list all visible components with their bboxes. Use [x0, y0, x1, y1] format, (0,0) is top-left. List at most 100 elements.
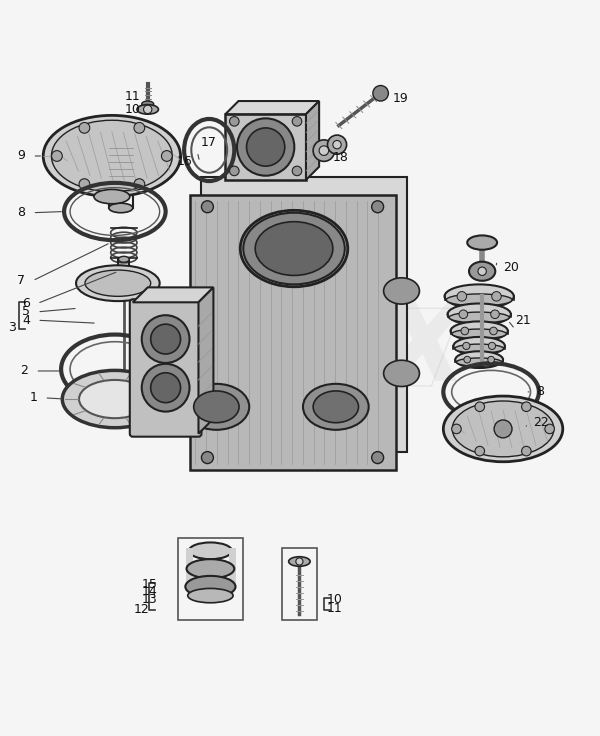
- Ellipse shape: [118, 272, 129, 278]
- Ellipse shape: [188, 589, 233, 603]
- Circle shape: [461, 327, 469, 335]
- Text: OPEX: OPEX: [131, 297, 469, 403]
- Ellipse shape: [313, 391, 359, 422]
- Text: 5: 5: [22, 305, 30, 319]
- Text: 2: 2: [20, 364, 28, 378]
- Bar: [282, 548, 317, 620]
- Text: 7: 7: [17, 275, 25, 287]
- Text: 17: 17: [200, 135, 217, 149]
- Circle shape: [521, 446, 531, 456]
- Ellipse shape: [457, 358, 502, 367]
- Circle shape: [296, 558, 303, 565]
- FancyBboxPatch shape: [130, 300, 202, 436]
- Text: 8: 8: [536, 386, 544, 398]
- Circle shape: [333, 141, 341, 149]
- Ellipse shape: [452, 401, 554, 457]
- Text: 4: 4: [22, 314, 30, 327]
- Polygon shape: [133, 287, 214, 302]
- Ellipse shape: [185, 576, 235, 598]
- Ellipse shape: [194, 391, 239, 422]
- Ellipse shape: [247, 128, 285, 166]
- Circle shape: [457, 291, 467, 301]
- Polygon shape: [226, 101, 319, 114]
- Ellipse shape: [454, 337, 505, 355]
- Ellipse shape: [448, 303, 511, 325]
- Ellipse shape: [455, 344, 503, 353]
- Circle shape: [79, 179, 90, 189]
- Circle shape: [202, 201, 214, 213]
- Text: 22: 22: [533, 417, 548, 429]
- Circle shape: [494, 420, 512, 438]
- Ellipse shape: [187, 559, 235, 578]
- Ellipse shape: [43, 116, 181, 197]
- FancyBboxPatch shape: [202, 177, 407, 452]
- Circle shape: [202, 452, 214, 464]
- Circle shape: [545, 424, 554, 434]
- Ellipse shape: [289, 556, 310, 566]
- Ellipse shape: [452, 329, 506, 339]
- Ellipse shape: [151, 324, 181, 354]
- Bar: [178, 537, 243, 620]
- Ellipse shape: [142, 315, 190, 363]
- Text: 16: 16: [177, 155, 193, 169]
- Text: 3: 3: [8, 322, 16, 334]
- Circle shape: [488, 342, 496, 350]
- Ellipse shape: [85, 270, 151, 297]
- Text: 13: 13: [142, 593, 158, 606]
- Circle shape: [492, 291, 501, 301]
- Ellipse shape: [303, 384, 368, 430]
- Circle shape: [134, 122, 145, 133]
- Ellipse shape: [94, 189, 130, 204]
- Ellipse shape: [118, 256, 129, 262]
- Ellipse shape: [383, 277, 419, 304]
- Ellipse shape: [451, 322, 508, 341]
- Ellipse shape: [455, 351, 503, 368]
- Circle shape: [459, 310, 467, 319]
- Ellipse shape: [52, 120, 172, 191]
- Ellipse shape: [243, 213, 345, 284]
- Text: 8: 8: [17, 206, 25, 219]
- Ellipse shape: [383, 360, 419, 386]
- FancyBboxPatch shape: [190, 195, 395, 470]
- Ellipse shape: [142, 101, 154, 107]
- Ellipse shape: [137, 105, 158, 114]
- Ellipse shape: [237, 118, 295, 176]
- Polygon shape: [306, 101, 319, 180]
- Ellipse shape: [79, 380, 151, 418]
- Circle shape: [475, 402, 485, 411]
- Text: 6: 6: [22, 297, 30, 310]
- Ellipse shape: [313, 140, 335, 161]
- Circle shape: [475, 446, 485, 456]
- Circle shape: [134, 179, 145, 189]
- Text: 9: 9: [17, 149, 25, 163]
- Polygon shape: [199, 287, 214, 434]
- Text: 10: 10: [327, 593, 343, 606]
- Text: 11: 11: [125, 90, 140, 103]
- Text: 12: 12: [134, 603, 149, 616]
- Text: 18: 18: [333, 152, 349, 164]
- Circle shape: [491, 310, 499, 319]
- Circle shape: [371, 452, 383, 464]
- Text: 10: 10: [125, 103, 141, 116]
- Circle shape: [478, 267, 487, 275]
- Circle shape: [292, 166, 302, 176]
- Circle shape: [161, 151, 172, 161]
- Text: 21: 21: [515, 314, 531, 327]
- Circle shape: [319, 146, 329, 155]
- FancyBboxPatch shape: [226, 114, 306, 180]
- Ellipse shape: [142, 364, 190, 411]
- Circle shape: [521, 402, 531, 411]
- Circle shape: [488, 356, 494, 363]
- Ellipse shape: [446, 294, 512, 306]
- Circle shape: [52, 151, 62, 161]
- Ellipse shape: [467, 236, 497, 250]
- Text: 15: 15: [142, 578, 158, 591]
- Circle shape: [490, 327, 497, 335]
- Circle shape: [463, 342, 470, 350]
- Ellipse shape: [62, 370, 167, 428]
- Ellipse shape: [449, 312, 509, 323]
- Ellipse shape: [373, 85, 388, 101]
- Circle shape: [230, 116, 239, 126]
- Ellipse shape: [443, 396, 563, 461]
- Ellipse shape: [184, 384, 249, 430]
